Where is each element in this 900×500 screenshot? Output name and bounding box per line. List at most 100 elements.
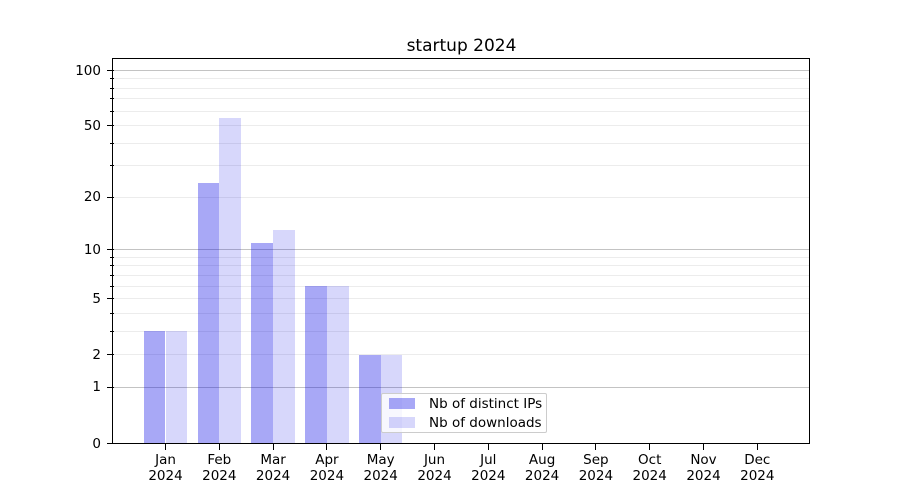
bar-distinct-ips [143,331,166,444]
y-tick-label: 10 [83,241,101,258]
y-tick-mark [107,249,114,251]
x-tick-label-year: 2024 [202,467,237,484]
x-tick-label-month: Mar [260,451,286,468]
y-minor-gridline [113,298,810,300]
y-minor-gridline [113,330,810,332]
x-tick-label-month: Dec [744,451,771,468]
legend-item-downloads: Nb of downloads [382,415,546,431]
x-tick-label-year: 2024 [578,467,614,484]
x-tick-mark [756,443,758,450]
y-minor-gridline [113,142,810,144]
y-minor-tick-mark [110,312,114,314]
y-minor-gridline [113,165,810,167]
y-minor-tick-mark [110,87,114,89]
x-tick-mark [541,443,543,450]
x-tick-label: Feb 2024 [191,452,247,484]
bar-distinct-ips [358,354,381,444]
legend-label-downloads: Nb of downloads [429,414,542,431]
y-minor-tick-mark [110,256,114,258]
x-tick-mark [164,443,167,450]
x-tick-label: Nov 2024 [676,452,732,484]
x-tick-label-year: 2024 [255,467,291,484]
y-minor-gridline [113,274,810,276]
y-minor-gridline [113,196,810,198]
bar-downloads [219,118,242,444]
y-tick-label: 50 [83,117,101,134]
bar-distinct-ips [251,242,274,444]
y-minor-tick-mark [110,274,114,276]
x-tick-label-year: 2024 [148,467,183,484]
plot-area [113,59,810,444]
y-minor-gridline [113,87,810,89]
y-minor-tick-mark [110,285,114,287]
x-tick-label-month: Jan [155,451,176,468]
y-minor-gridline [113,256,810,258]
x-tick-label: Aug 2024 [514,452,570,484]
legend-swatch-downloads [389,417,415,428]
y-minor-gridline [113,312,810,314]
chart-title: startup 2024 [406,36,517,56]
y-tick-label: 5 [92,290,101,307]
legend: Nb of distinct IPs Nb of downloads [381,393,547,433]
x-tick-label-month: Feb [207,451,232,468]
x-tick-label-year: 2024 [686,467,721,484]
x-tick-label-year: 2024 [417,467,452,484]
bar-downloads [273,230,295,444]
x-tick-label-year: 2024 [309,467,345,484]
x-tick-mark [702,443,705,450]
y-tick-mark [107,386,114,389]
y-minor-gridline [113,354,810,356]
y-minor-tick-mark [110,265,114,267]
y-minor-gridline [113,98,810,100]
x-tick-label: Apr 2024 [299,452,355,484]
legend-label-distinct-ips: Nb of distinct IPs [429,395,543,412]
legend-swatch-distinct-ips [389,398,415,409]
x-tick-label: Jun 2024 [407,452,463,484]
x-tick-label-month: Sep [583,451,609,468]
x-tick-label-month: Jul [480,451,497,468]
y-minor-tick-mark [110,125,114,127]
y-minor-tick-mark [110,78,114,80]
y-minor-gridline [113,125,810,127]
x-tick-label: Sep 2024 [568,452,624,484]
x-tick-label-year: 2024 [632,467,667,484]
x-tick-mark [218,443,220,450]
y-minor-gridline [113,78,810,80]
x-tick-label-month: Aug [528,451,556,468]
y-tick-label: 1 [92,379,101,396]
y-tick-label: 100 [75,62,101,79]
x-tick-mark [487,443,489,450]
y-minor-tick-mark [110,196,114,198]
x-tick-label: Dec 2024 [729,452,785,484]
y-minor-tick-mark [110,142,114,144]
y-minor-gridline [113,265,810,267]
bar-distinct-ips [305,286,327,444]
x-tick-label-month: Nov [690,451,717,468]
y-minor-tick-mark [110,298,114,300]
bar-downloads [326,286,349,444]
y-tick-label: 2 [92,346,101,363]
x-tick-label-year: 2024 [471,467,506,484]
x-tick-label-month: Apr [315,451,339,468]
legend-item-distinct-ips: Nb of distinct IPs [382,396,546,412]
bar-distinct-ips [197,183,220,444]
y-tick-label: 20 [83,189,101,206]
x-tick-mark [433,443,436,450]
x-tick-label-year: 2024 [363,467,398,484]
y-minor-tick-mark [110,98,114,100]
x-tick-mark [380,443,382,450]
y-major-gridline [113,386,810,388]
x-tick-label: May 2024 [353,452,409,484]
y-major-gridline [113,249,810,251]
y-minor-gridline [113,285,810,287]
x-tick-mark [649,443,651,450]
x-tick-label-month: Oct [638,451,662,468]
x-tick-mark [272,443,274,450]
y-minor-tick-mark [110,354,114,356]
y-tick-label: 0 [92,435,101,452]
y-minor-gridline [113,110,810,112]
y-tick-mark [107,69,114,72]
x-tick-label: Jan 2024 [138,452,194,484]
y-minor-tick-mark [110,110,114,112]
